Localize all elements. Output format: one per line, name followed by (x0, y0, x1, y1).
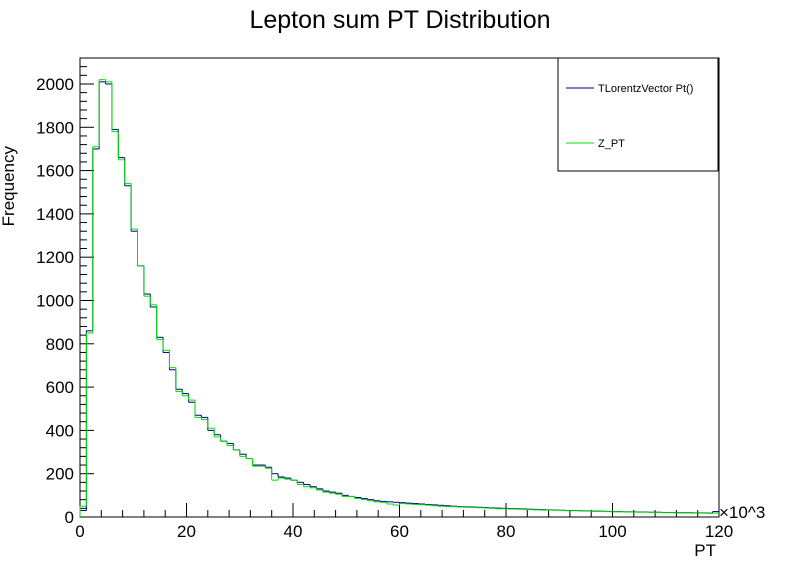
y-tick-label: 1800 (36, 118, 74, 137)
x-tick-label: 0 (75, 522, 84, 541)
legend-box (557, 57, 719, 172)
y-axis: 0 200 400 600 800 1000 1200 1400 1600 1800 2000 (36, 66, 94, 527)
y-tick-label: 0 (65, 508, 74, 527)
x-multiplier-label: ×10^3 (719, 503, 765, 522)
y-tick-label: 400 (46, 421, 74, 440)
x-tick-label: 60 (390, 522, 409, 541)
y-tick-label: 600 (46, 378, 74, 397)
series-layer (79, 79, 719, 517)
y-axis-label: Frequency (0, 146, 18, 227)
legend-label-zpt: Z_PT (598, 138, 625, 150)
x-tick-label: 40 (284, 522, 303, 541)
x-tick-label: 20 (177, 522, 196, 541)
y-tick-label: 1600 (36, 162, 74, 181)
y-tick-label: 2000 (36, 75, 74, 94)
y-tick-label: 1400 (36, 205, 74, 224)
x-tick-label: 120 (705, 522, 733, 541)
y-tick-label: 800 (46, 335, 74, 354)
legend-label-tlorentz: TLorentzVector Pt() (598, 83, 693, 95)
chart-title: Lepton sum PT Distribution (249, 6, 550, 34)
x-axis-label: PT (694, 541, 716, 560)
series-z-pt (79, 79, 719, 517)
y-tick-label: 1000 (36, 291, 74, 310)
y-tick-label: 1200 (36, 248, 74, 267)
x-axis: 0 20 40 60 80 100 120 (75, 503, 733, 541)
legend: TLorentzVector Pt() Z_PT (557, 57, 719, 172)
y-tick-label: 200 (46, 465, 74, 484)
x-tick-label: 80 (497, 522, 516, 541)
x-tick-label: 100 (598, 522, 626, 541)
